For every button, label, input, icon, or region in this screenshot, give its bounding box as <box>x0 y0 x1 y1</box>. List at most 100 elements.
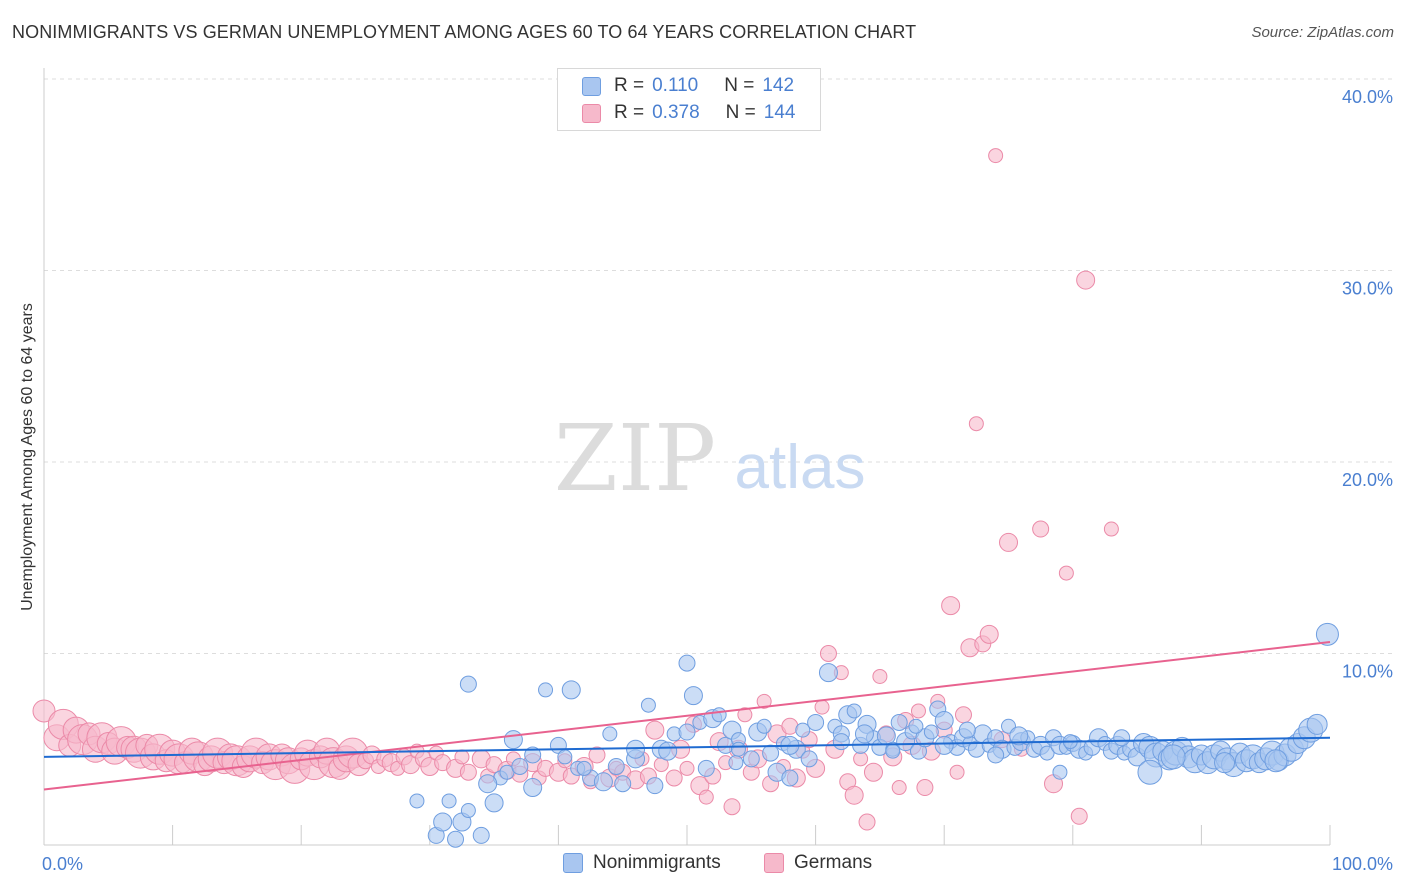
nonimmigrants-point <box>934 735 954 755</box>
nonimmigrants-point <box>854 724 874 744</box>
legend-item-nonimmigrants[interactable]: Nonimmigrants <box>563 852 721 874</box>
germans-point <box>588 746 606 764</box>
watermark-atlas: atlas <box>735 433 866 502</box>
nonimmigrants-point <box>678 654 696 672</box>
n-value: 144 <box>763 102 796 123</box>
nonimmigrants-point <box>781 769 799 787</box>
nonimmigrants-point <box>1264 749 1288 773</box>
germans-swatch <box>764 853 784 873</box>
nonimmigrants-point <box>576 760 592 776</box>
germans-point <box>910 703 926 719</box>
series-legend: Nonimmigrants Germans <box>0 852 1406 878</box>
y-tick-label: 30.0% <box>1342 279 1393 299</box>
correlation-legend: R = 0.110 N = 142 R = 0.378 N = 144 <box>557 68 821 131</box>
germans-point <box>665 769 683 787</box>
germans-point <box>891 780 907 796</box>
nonimmigrants-point <box>908 718 924 734</box>
nonimmigrants-point <box>447 830 465 848</box>
germans-swatch <box>582 103 601 123</box>
nonimmigrants-point <box>523 778 543 798</box>
nonimmigrants-swatch <box>582 76 601 96</box>
germans-point <box>863 762 883 782</box>
nonimmigrants-point <box>730 741 746 757</box>
germans-point <box>999 532 1018 552</box>
nonimmigrants-point <box>640 697 656 713</box>
germans-point <box>872 668 888 684</box>
nonimmigrants-point <box>890 713 908 731</box>
germans-point <box>916 779 934 797</box>
gridlines <box>44 78 1395 654</box>
nonimmigrants-point <box>1137 759 1163 785</box>
germans-point <box>853 751 869 767</box>
nonimmigrants-point <box>1160 744 1186 770</box>
n-value: 142 <box>762 75 795 96</box>
nonimmigrants-point <box>538 682 554 698</box>
n-label: N = <box>725 102 756 123</box>
germans-point <box>844 785 864 805</box>
n-label: N = <box>724 75 755 96</box>
nonimmigrants-point <box>511 757 529 775</box>
nonimmigrants-point <box>593 772 613 792</box>
nonimmigrants-point <box>602 726 618 742</box>
nonimmigrants-point <box>459 675 477 693</box>
nonimmigrants-point <box>1113 729 1131 747</box>
germans-point <box>1058 565 1074 581</box>
nonimmigrants-point <box>795 722 811 738</box>
nonimmigrants-point <box>658 741 678 761</box>
nonimmigrants-point <box>433 812 453 832</box>
nonimmigrants-point <box>756 718 772 734</box>
nonimmigrants-point <box>1214 752 1236 774</box>
germans-point <box>814 699 830 715</box>
germans-point <box>756 693 772 709</box>
germans-point <box>858 813 876 831</box>
legend-row-nonimmigrants: R = 0.110 N = 142 <box>582 74 794 98</box>
germans-point <box>723 798 741 816</box>
nonimmigrants-point <box>697 759 715 777</box>
germans-point <box>941 596 961 616</box>
nonimmigrants-point <box>958 721 976 739</box>
nonimmigrants-point <box>728 755 744 771</box>
x-tick-label-max: 100.0% <box>1332 854 1393 874</box>
nonimmigrants-point <box>561 680 581 700</box>
legend-row-germans: R = 0.378 N = 144 <box>582 101 795 125</box>
nonimmigrants-point <box>557 749 573 765</box>
nonimmigrants-point <box>807 713 825 731</box>
nonimmigrants-point <box>478 774 498 794</box>
germans-point <box>988 148 1004 164</box>
germans-point <box>949 764 965 780</box>
nonimmigrants-point <box>646 777 664 795</box>
nonimmigrants-point <box>923 724 939 740</box>
germans-point <box>32 699 56 723</box>
nonimmigrants-point <box>484 793 504 813</box>
nonimmigrants-point <box>441 793 457 809</box>
nonimmigrants-point <box>987 746 1005 764</box>
y-tick-label: 20.0% <box>1342 470 1393 490</box>
nonimmigrants-point <box>678 723 696 741</box>
r-label: R = <box>614 75 645 96</box>
nonimmigrants-point <box>614 775 632 793</box>
germans-point <box>737 707 753 723</box>
nonimmigrants-point <box>1009 726 1029 746</box>
nonimmigrants-point <box>800 750 818 768</box>
nonimmigrants-point <box>832 733 850 751</box>
nonimmigrants-point <box>762 744 780 762</box>
nonimmigrants-point <box>742 750 760 768</box>
nonimmigrants-point <box>846 703 862 719</box>
germans-point <box>1103 521 1119 537</box>
germans-point <box>819 645 837 662</box>
nonimmigrants-point <box>472 826 490 844</box>
watermark: ZIP atlas <box>554 405 866 512</box>
x-tick-label-min: 0.0% <box>42 854 83 874</box>
legend-item-germans[interactable]: Germans <box>764 852 872 874</box>
nonimmigrants-point <box>524 746 542 764</box>
nonimmigrants-point <box>409 793 425 809</box>
germans-point <box>968 416 984 432</box>
nonimmigrants-point <box>711 707 727 723</box>
nonimmigrants-swatch <box>563 853 583 873</box>
legend-label: Germans <box>794 852 873 873</box>
germans-point <box>979 624 999 644</box>
nonimmigrants-point <box>1039 745 1055 761</box>
nonimmigrants-point <box>683 686 703 706</box>
nonimmigrants-point <box>503 730 523 750</box>
